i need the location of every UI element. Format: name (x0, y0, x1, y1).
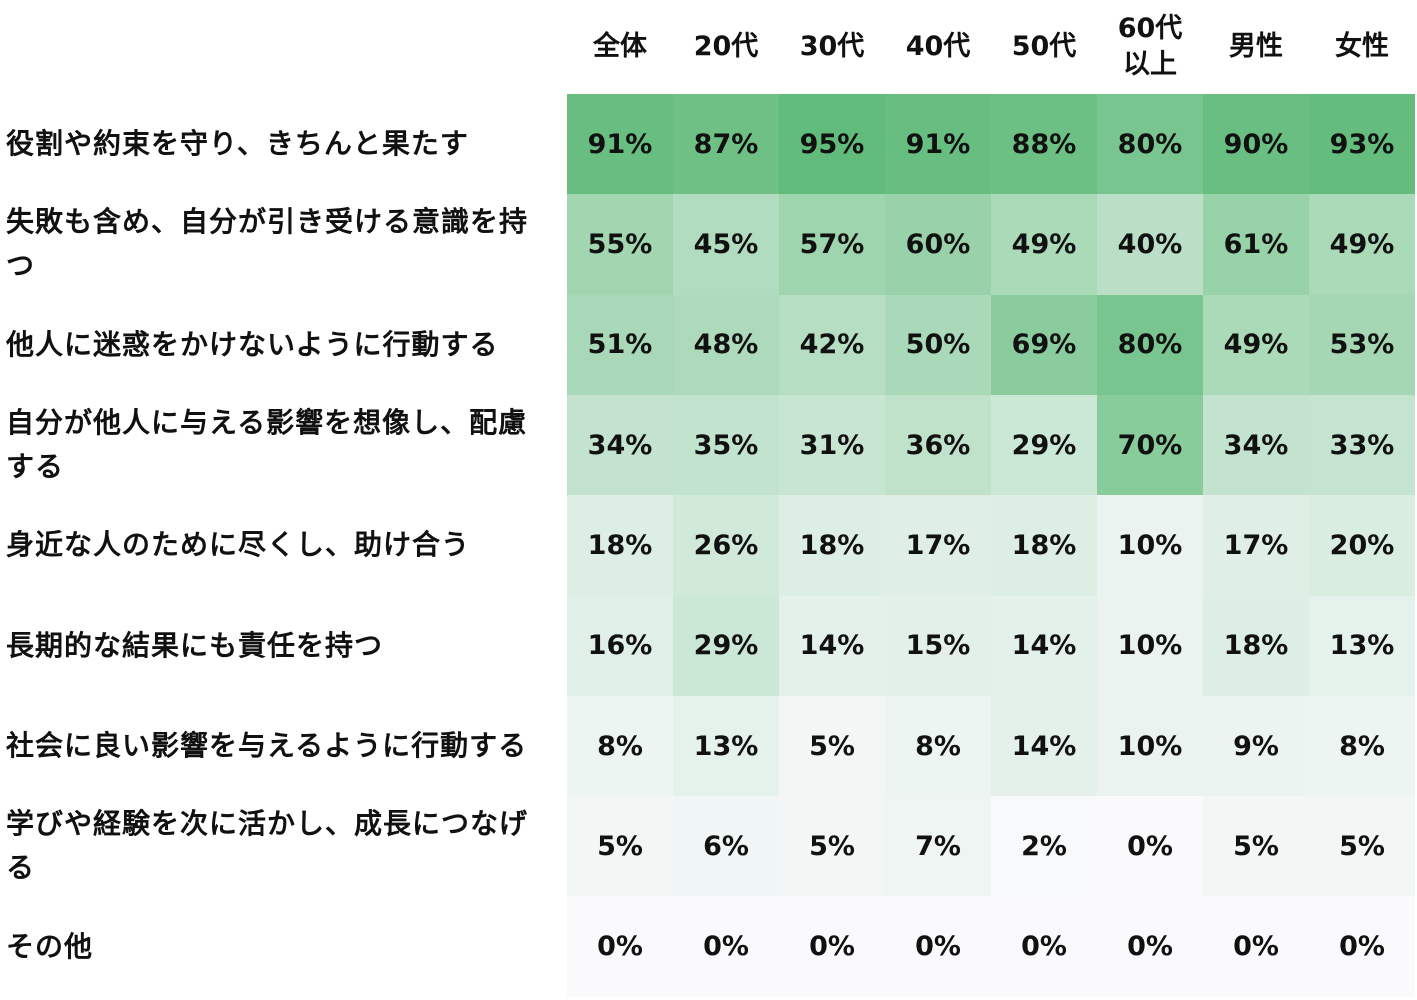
heatmap-cell: 51% (567, 294, 673, 396)
heatmap-cell: 91% (885, 94, 991, 195)
heatmap-cell: 14% (991, 595, 1097, 697)
heatmap-cell: 60% (885, 194, 991, 296)
column-header: 女性 (1335, 31, 1389, 62)
heatmap-cell: 0% (991, 896, 1097, 998)
row-label: 社会に良い影響を与えるように行動する (6, 728, 528, 762)
heatmap-cell: 57% (779, 194, 885, 296)
heatmap-cell: 69% (991, 294, 1097, 396)
heatmap-cell: 17% (1203, 495, 1309, 596)
heatmap-cell: 80% (1097, 94, 1203, 195)
heatmap-cell: 16% (567, 595, 673, 697)
row-label: 長期的な結果にも責任を持つ (6, 628, 384, 662)
heatmap-cell: 49% (991, 194, 1097, 296)
heatmap-cell: 49% (1203, 294, 1309, 396)
heatmap-cell: 0% (1097, 896, 1203, 998)
column-header: 50代 (1011, 31, 1077, 62)
heatmap-cell: 0% (1203, 896, 1309, 998)
heatmap-cell: 40% (1097, 194, 1203, 296)
heatmap-cell: 5% (1309, 796, 1415, 897)
heatmap-cell: 34% (1203, 394, 1309, 496)
heatmap-cell: 0% (779, 896, 885, 998)
heatmap-cell: 13% (673, 695, 779, 797)
heatmap-cell: 50% (885, 294, 991, 396)
column-header: 20代 (693, 31, 759, 62)
column-header: 男性 (1229, 31, 1283, 62)
row-label: その他 (6, 929, 94, 963)
heatmap-cell: 87% (673, 94, 779, 195)
heatmap-cell: 8% (1309, 695, 1415, 797)
heatmap-cell: 5% (779, 796, 885, 897)
heatmap-cell: 45% (673, 194, 779, 296)
row-label: 学びや経験を次に活かし、成長につなげる (6, 807, 529, 885)
heatmap-cell: 33% (1309, 394, 1415, 496)
heatmap-cell: 5% (1203, 796, 1309, 897)
heatmap-cell: 15% (885, 595, 991, 697)
row-label: 失敗も含め、自分が引き受ける意識を持つ (6, 205, 529, 283)
row-label: 自分が他人に与える影響を想像し、配慮する (6, 406, 528, 484)
heatmap-cell: 95% (779, 94, 885, 195)
heatmap-cell: 91% (567, 94, 673, 195)
heatmap-cell: 10% (1097, 595, 1203, 697)
heatmap-cell: 6% (673, 796, 779, 897)
heatmap-cell: 29% (673, 595, 779, 697)
heatmap-cell: 53% (1309, 294, 1415, 396)
heatmap-cell: 0% (885, 896, 991, 998)
heatmap-cell: 10% (1097, 695, 1203, 797)
heatmap-cell: 13% (1309, 595, 1415, 697)
heatmap-cell: 34% (567, 394, 673, 496)
heatmap-cell: 49% (1309, 194, 1415, 296)
row-label: 役割や約束を守り、きちんと果たす (6, 127, 469, 161)
heatmap-cell: 5% (779, 695, 885, 797)
heatmap-cell: 90% (1203, 94, 1309, 195)
heatmap-cell: 20% (1309, 495, 1415, 596)
heatmap-cell: 5% (567, 796, 673, 897)
heatmap-cell: 93% (1309, 94, 1415, 195)
heatmap-cell: 88% (991, 94, 1097, 195)
heatmap-cell: 42% (779, 294, 885, 396)
column-header: 30代 (799, 31, 865, 62)
heatmap-cell: 35% (673, 394, 779, 496)
heatmap-cell: 0% (673, 896, 779, 998)
heatmap-cell: 0% (567, 896, 673, 998)
heatmap-cell: 14% (991, 695, 1097, 797)
heatmap-cell: 8% (885, 695, 991, 797)
heatmap-cell: 18% (991, 495, 1097, 596)
heatmap-cell: 0% (1309, 896, 1415, 998)
heatmap-cell: 18% (567, 495, 673, 596)
heatmap-cell: 10% (1097, 495, 1203, 596)
heatmap-cell: 2% (991, 796, 1097, 897)
heatmap-cell: 14% (779, 595, 885, 697)
heatmap-cell: 8% (567, 695, 673, 797)
heatmap-cell: 61% (1203, 194, 1309, 296)
heatmap-cell: 55% (567, 194, 673, 296)
heatmap-cell: 18% (1203, 595, 1309, 697)
heatmap-cell: 18% (779, 495, 885, 596)
heatmap-cell: 48% (673, 294, 779, 396)
heatmap-cell: 9% (1203, 695, 1309, 797)
heatmap-cell: 36% (885, 394, 991, 496)
heatmap-cell: 17% (885, 495, 991, 596)
column-header: 60代 以上 (1117, 13, 1183, 80)
heatmap-cell: 80% (1097, 294, 1203, 396)
heatmap-cell: 70% (1097, 394, 1203, 496)
heatmap-cell: 31% (779, 394, 885, 496)
column-header: 全体 (593, 31, 647, 62)
heatmap-cell: 0% (1097, 796, 1203, 897)
row-label: 他人に迷惑をかけないように行動する (6, 327, 499, 361)
row-label: 身近な人のために尽くし、助け合う (6, 528, 471, 562)
heatmap-cell: 7% (885, 796, 991, 897)
heatmap-cell: 26% (673, 495, 779, 596)
column-header: 40代 (905, 31, 971, 62)
heatmap-cell: 29% (991, 394, 1097, 496)
